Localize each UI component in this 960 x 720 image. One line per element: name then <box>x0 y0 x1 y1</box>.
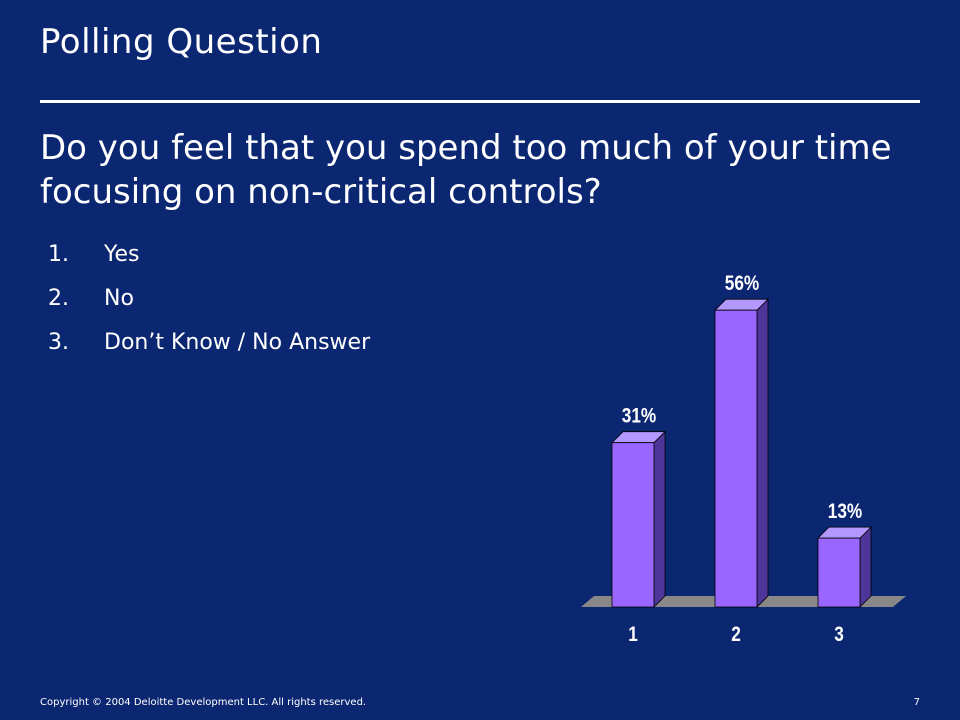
bar <box>714 309 758 608</box>
category-label: 3 <box>834 624 844 647</box>
title-divider <box>40 100 920 103</box>
data-label: 56% <box>725 273 759 296</box>
answer-text: Yes <box>104 241 140 267</box>
answer-item: 3. Don’t Know / No Answer <box>48 320 370 364</box>
bar-side <box>653 430 666 608</box>
bar-side <box>859 526 872 608</box>
data-label: 13% <box>828 501 862 524</box>
category-label: 2 <box>731 624 741 647</box>
page-number: 7 <box>913 697 920 708</box>
answer-number: 3. <box>48 329 69 355</box>
bar-side <box>756 298 769 608</box>
answer-text: Don’t Know / No Answer <box>104 329 371 355</box>
bar <box>611 442 655 608</box>
bar <box>817 537 861 608</box>
answer-item: 2. No <box>48 276 370 320</box>
category-label: 1 <box>628 624 638 647</box>
answer-number: 2. <box>48 285 69 311</box>
copyright-notice: Copyright © 2004 Deloitte Development LL… <box>40 697 367 708</box>
answer-number: 1. <box>48 241 69 267</box>
slide-title: Polling Question <box>40 22 323 62</box>
answer-item: 1. Yes <box>48 232 370 276</box>
polling-question: Do you feel that you spend too much of y… <box>40 128 892 212</box>
answer-list: 1. Yes 2. No 3. Don’t Know / No Answer <box>48 232 370 364</box>
data-label: 31% <box>622 405 656 428</box>
answer-text: No <box>104 285 134 311</box>
